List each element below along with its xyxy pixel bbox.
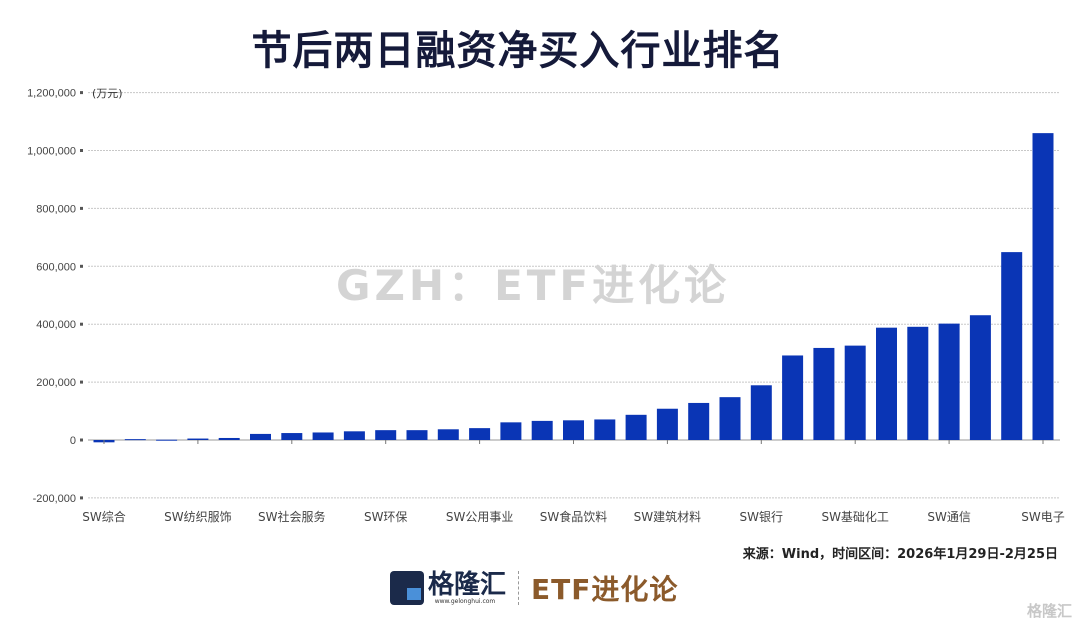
bar — [594, 419, 616, 440]
bar — [782, 355, 804, 440]
bar — [969, 315, 991, 440]
x-tick-label: SW建筑材料 — [634, 509, 701, 524]
x-tick-label: SW食品饮料 — [540, 509, 607, 524]
bar — [907, 326, 929, 440]
y-tick-label: 400,000 — [36, 319, 76, 331]
bar — [1032, 133, 1054, 440]
bar — [250, 433, 271, 440]
bar — [876, 327, 897, 440]
y-tick-label: 200,000 — [36, 377, 76, 389]
watermark: GZH：ETF进化论 — [336, 261, 731, 310]
y-tick-mark — [80, 438, 83, 442]
y-tick-mark — [80, 264, 83, 268]
bar — [218, 437, 240, 440]
bar — [500, 422, 522, 440]
bar — [1001, 252, 1023, 440]
bar — [656, 408, 678, 440]
logo: 格隆汇 www.gelonghui.com ETF进化论 — [390, 568, 678, 608]
y-tick-mark — [80, 206, 83, 210]
x-tick-label: SW公用事业 — [446, 510, 513, 524]
y-tick-label: 0 — [70, 435, 76, 447]
bar — [343, 431, 365, 440]
bar — [406, 430, 428, 440]
bar — [563, 420, 584, 440]
bar — [281, 433, 303, 440]
bar — [625, 414, 647, 440]
x-tick-label: SW通信 — [927, 510, 970, 524]
y-tick-label: 600,000 — [36, 261, 76, 273]
bar — [844, 345, 866, 440]
bar — [531, 420, 553, 440]
logo-divider — [518, 571, 520, 605]
y-tick-mark — [80, 91, 83, 95]
y-tick-mark — [80, 149, 83, 152]
logo-name: 格隆汇 — [428, 569, 507, 600]
y-tick-mark — [80, 496, 83, 500]
bar — [750, 385, 772, 440]
x-tick-label: SW银行 — [740, 510, 783, 524]
bar — [469, 428, 491, 440]
x-tick-label: SW环保 — [364, 510, 407, 524]
y-tick-label: -200,000 — [33, 493, 76, 505]
source-note: 来源：Wind，时间区间：2026年1月29日-2月25日 — [742, 547, 1058, 562]
x-tick-label: SW电子 — [1021, 510, 1064, 524]
bar — [719, 397, 741, 440]
y-unit-label: (万元) — [92, 87, 123, 100]
corner-watermark: 格隆汇 — [1026, 602, 1072, 620]
logo-url: www.gelonghui.com — [434, 597, 496, 605]
y-tick-label: 1,000,000 — [27, 146, 76, 158]
y-tick-label: 800,000 — [36, 203, 76, 215]
y-tick-label: 1,200,000 — [27, 88, 76, 100]
chart-title: 节后两日融资净买入行业排名 — [251, 28, 785, 74]
bar — [124, 439, 146, 441]
bar — [312, 432, 334, 440]
bar — [156, 439, 178, 441]
logo-brand: ETF进化论 — [531, 573, 679, 606]
y-tick-mark — [80, 322, 83, 326]
x-tick-label: SW社会服务 — [258, 509, 325, 524]
x-tick-label: SW综合 — [82, 509, 125, 524]
y-tick-mark — [80, 380, 83, 384]
bar — [375, 430, 397, 440]
bar — [688, 402, 710, 440]
x-tick-label: SW纺织服饰 — [164, 510, 231, 524]
gelonghui-logo-icon — [390, 571, 424, 605]
bar — [187, 438, 209, 440]
x-tick-label: SW基础化工 — [821, 510, 888, 524]
bar — [437, 429, 459, 440]
bar — [938, 323, 960, 440]
bar — [813, 347, 835, 440]
